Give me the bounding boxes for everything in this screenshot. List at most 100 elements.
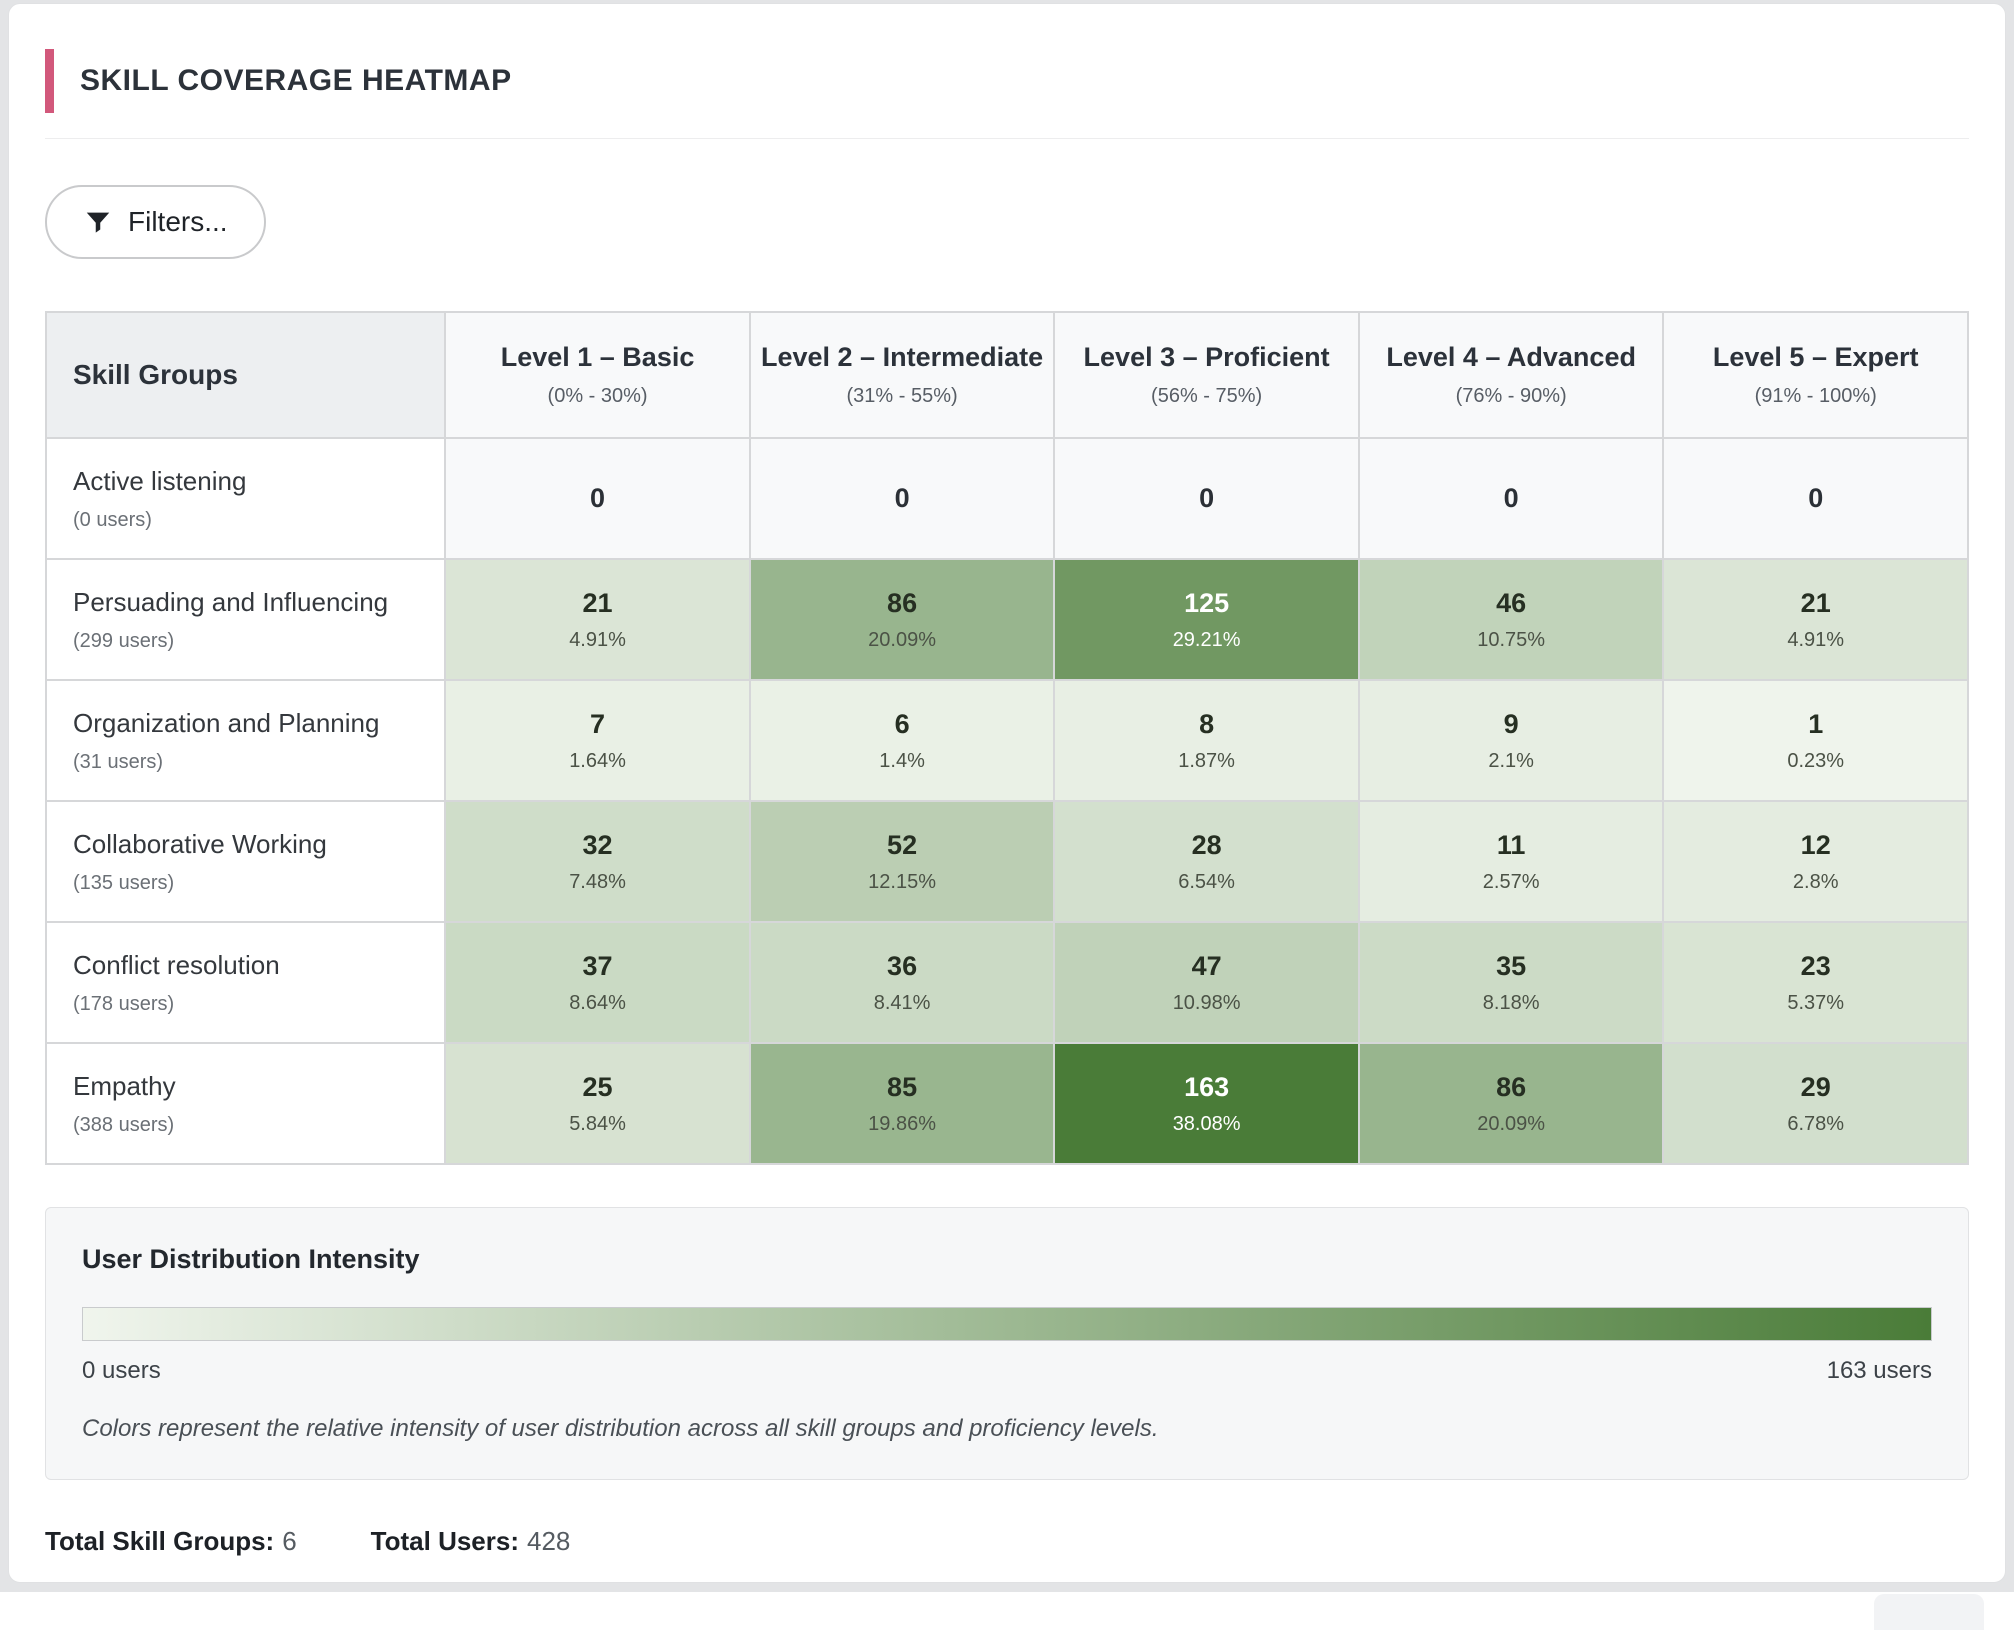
heatmap-cell: 6 1.4% bbox=[750, 681, 1054, 800]
heatmap-cell: 25 5.84% bbox=[446, 1044, 749, 1163]
cell-percent: 6.54% bbox=[1178, 870, 1235, 893]
cell-percent: 2.1% bbox=[1488, 749, 1534, 772]
column-header-range: (31% - 55%) bbox=[846, 385, 958, 407]
column-header-range: (0% - 30%) bbox=[547, 385, 648, 407]
legend-min-label: 0 users bbox=[82, 1357, 161, 1384]
heatmap-cell: 9 2.1% bbox=[1359, 681, 1663, 800]
column-header-range: (56% - 75%) bbox=[1151, 385, 1263, 407]
total-skill-groups: Total Skill Groups: 6 bbox=[45, 1526, 297, 1557]
cell-percent: 29.21% bbox=[1172, 628, 1241, 651]
heatmap-cell: 86 20.09% bbox=[750, 560, 1054, 679]
skill-group-user-count: (178 users) bbox=[73, 992, 175, 1015]
heatmap-cell: 46 10.75% bbox=[1359, 560, 1663, 679]
page-background: SKILL COVERAGE HEATMAP Filters... Skill … bbox=[0, 0, 2014, 1592]
cell-count: 32 bbox=[582, 829, 613, 860]
column-header-level-3: Level 3 – Proficient (56% - 75%) bbox=[1055, 313, 1358, 437]
heatmap-cell: 85 19.86% bbox=[750, 1044, 1054, 1163]
column-header-label: Level 4 – Advanced bbox=[1386, 342, 1636, 372]
total-users-label: Total Users: bbox=[370, 1526, 520, 1556]
cell-percent: 1.4% bbox=[879, 749, 925, 772]
column-header-label: Level 2 – Intermediate bbox=[761, 342, 1044, 372]
cell-percent: 5.37% bbox=[1787, 991, 1845, 1014]
heatmap-cell: 32 7.48% bbox=[446, 802, 749, 921]
heatmap-cell: 29 6.78% bbox=[1664, 1044, 1967, 1163]
skill-group-name: Organization and Planning bbox=[73, 707, 380, 738]
cell-count: 47 bbox=[1191, 950, 1222, 981]
heatmap-cell: 21 4.91% bbox=[1664, 560, 1967, 679]
column-header-label: Level 1 – Basic bbox=[500, 342, 695, 372]
cell-count: 36 bbox=[887, 950, 918, 981]
row-label-cell: Persuading and Influencing (299 users) bbox=[47, 560, 445, 679]
table-row: Active listening (0 users) 0 0 0 0 0 bbox=[47, 439, 1967, 558]
heatmap-card: SKILL COVERAGE HEATMAP Filters... Skill … bbox=[8, 3, 2006, 1583]
cell-percent: 4.91% bbox=[1787, 628, 1845, 651]
skill-group-name: Persuading and Influencing bbox=[73, 586, 389, 617]
column-header-range: (91% - 100%) bbox=[1754, 385, 1877, 407]
skill-group-name: Collaborative Working bbox=[73, 828, 327, 859]
skill-group-name: Conflict resolution bbox=[73, 949, 280, 980]
table-header: Skill Groups Level 1 – Basic (0% - 30%) Le… bbox=[47, 313, 1967, 437]
heatmap-cell: 21 4.91% bbox=[446, 560, 749, 679]
heatmap-cell: 36 8.41% bbox=[750, 923, 1054, 1042]
cell-count: 1 bbox=[1808, 708, 1824, 739]
skill-group-user-count: (0 users) bbox=[73, 508, 152, 531]
total-users-value: 428 bbox=[527, 1526, 571, 1556]
cell-count: 12 bbox=[1800, 829, 1831, 860]
column-header-level-1: Level 1 – Basic (0% - 30%) bbox=[446, 313, 749, 437]
cell-percent: 20.09% bbox=[1477, 1112, 1546, 1135]
column-header-label: Level 5 – Expert bbox=[1712, 342, 1919, 372]
cell-count: 11 bbox=[1496, 829, 1526, 860]
cell-count: 0 bbox=[1503, 483, 1519, 513]
legend-panel: User Distribution Intensity 0 users 163 … bbox=[45, 1207, 1969, 1480]
heatmap-cell: 23 5.37% bbox=[1664, 923, 1967, 1042]
footer-stats: Total Skill Groups: 6 Total Users: 428 bbox=[45, 1526, 1969, 1557]
cell-percent: 4.91% bbox=[569, 628, 626, 651]
cell-count: 0 bbox=[590, 483, 606, 513]
heatmap-cell: 163 38.08% bbox=[1055, 1044, 1358, 1163]
table-row: Persuading and Influencing (299 users) 21 4… bbox=[47, 560, 1967, 679]
skill-group-name: Active listening bbox=[73, 465, 247, 496]
cell-percent: 8.64% bbox=[569, 991, 626, 1014]
heatmap-cell: 8 1.87% bbox=[1055, 681, 1358, 800]
heatmap-cell: 0 bbox=[1055, 439, 1358, 558]
heatmap-cell: 7 1.64% bbox=[446, 681, 749, 800]
filter-funnel-icon bbox=[83, 207, 113, 237]
cell-percent: 2.8% bbox=[1792, 870, 1839, 893]
skill-group-user-count: (135 users) bbox=[73, 871, 175, 894]
cell-percent: 38.08% bbox=[1172, 1112, 1241, 1135]
cell-percent: 8.18% bbox=[1482, 991, 1540, 1014]
skill-group-user-count: (388 users) bbox=[73, 1113, 175, 1136]
cell-count: 37 bbox=[582, 950, 613, 981]
filters-button-label: Filters... bbox=[128, 206, 228, 237]
cell-count: 35 bbox=[1496, 950, 1527, 981]
table-row: Conflict resolution (178 users) 37 8.64% 36 8… bbox=[47, 923, 1967, 1042]
cell-count: 23 bbox=[1800, 950, 1831, 981]
cell-count: 0 bbox=[1199, 483, 1215, 513]
cell-percent: 2.57% bbox=[1482, 870, 1540, 893]
heatmap-cell: 52 12.15% bbox=[750, 802, 1054, 921]
filters-button[interactable]: Filters... bbox=[45, 185, 266, 259]
title-accent-bar bbox=[45, 49, 54, 113]
corner-header-skill-groups: Skill Groups bbox=[47, 313, 445, 437]
cell-count: 46 bbox=[1496, 587, 1527, 618]
heatmap-cell: 28 6.54% bbox=[1055, 802, 1358, 921]
intensity-gradient-bar bbox=[82, 1307, 1932, 1341]
heatmap-cell: 12 2.8% bbox=[1664, 802, 1967, 921]
cell-percent: 10.75% bbox=[1477, 628, 1546, 651]
heatmap-cell: 86 20.09% bbox=[1359, 1044, 1663, 1163]
table-row: Collaborative Working (135 users) 32 7.48% 5… bbox=[47, 802, 1967, 921]
legend-labels: 0 users 163 users bbox=[82, 1357, 1932, 1385]
cell-percent: 1.87% bbox=[1178, 749, 1235, 772]
legend-title: User Distribution Intensity bbox=[82, 1244, 420, 1274]
cell-count: 86 bbox=[887, 587, 918, 618]
cell-percent: 6.78% bbox=[1787, 1112, 1845, 1135]
skill-group-user-count: (31 users) bbox=[73, 750, 164, 773]
cell-count: 125 bbox=[1184, 587, 1230, 618]
cell-count: 163 bbox=[1184, 1071, 1230, 1102]
heatmap-cell: 0 bbox=[1664, 439, 1967, 558]
heatmap-cell: 1 0.23% bbox=[1664, 681, 1967, 800]
column-header-label: Level 3 – Proficient bbox=[1083, 342, 1330, 372]
card-header: SKILL COVERAGE HEATMAP bbox=[45, 4, 1969, 139]
cell-count: 86 bbox=[1496, 1071, 1527, 1102]
cell-percent: 5.84% bbox=[569, 1112, 626, 1135]
